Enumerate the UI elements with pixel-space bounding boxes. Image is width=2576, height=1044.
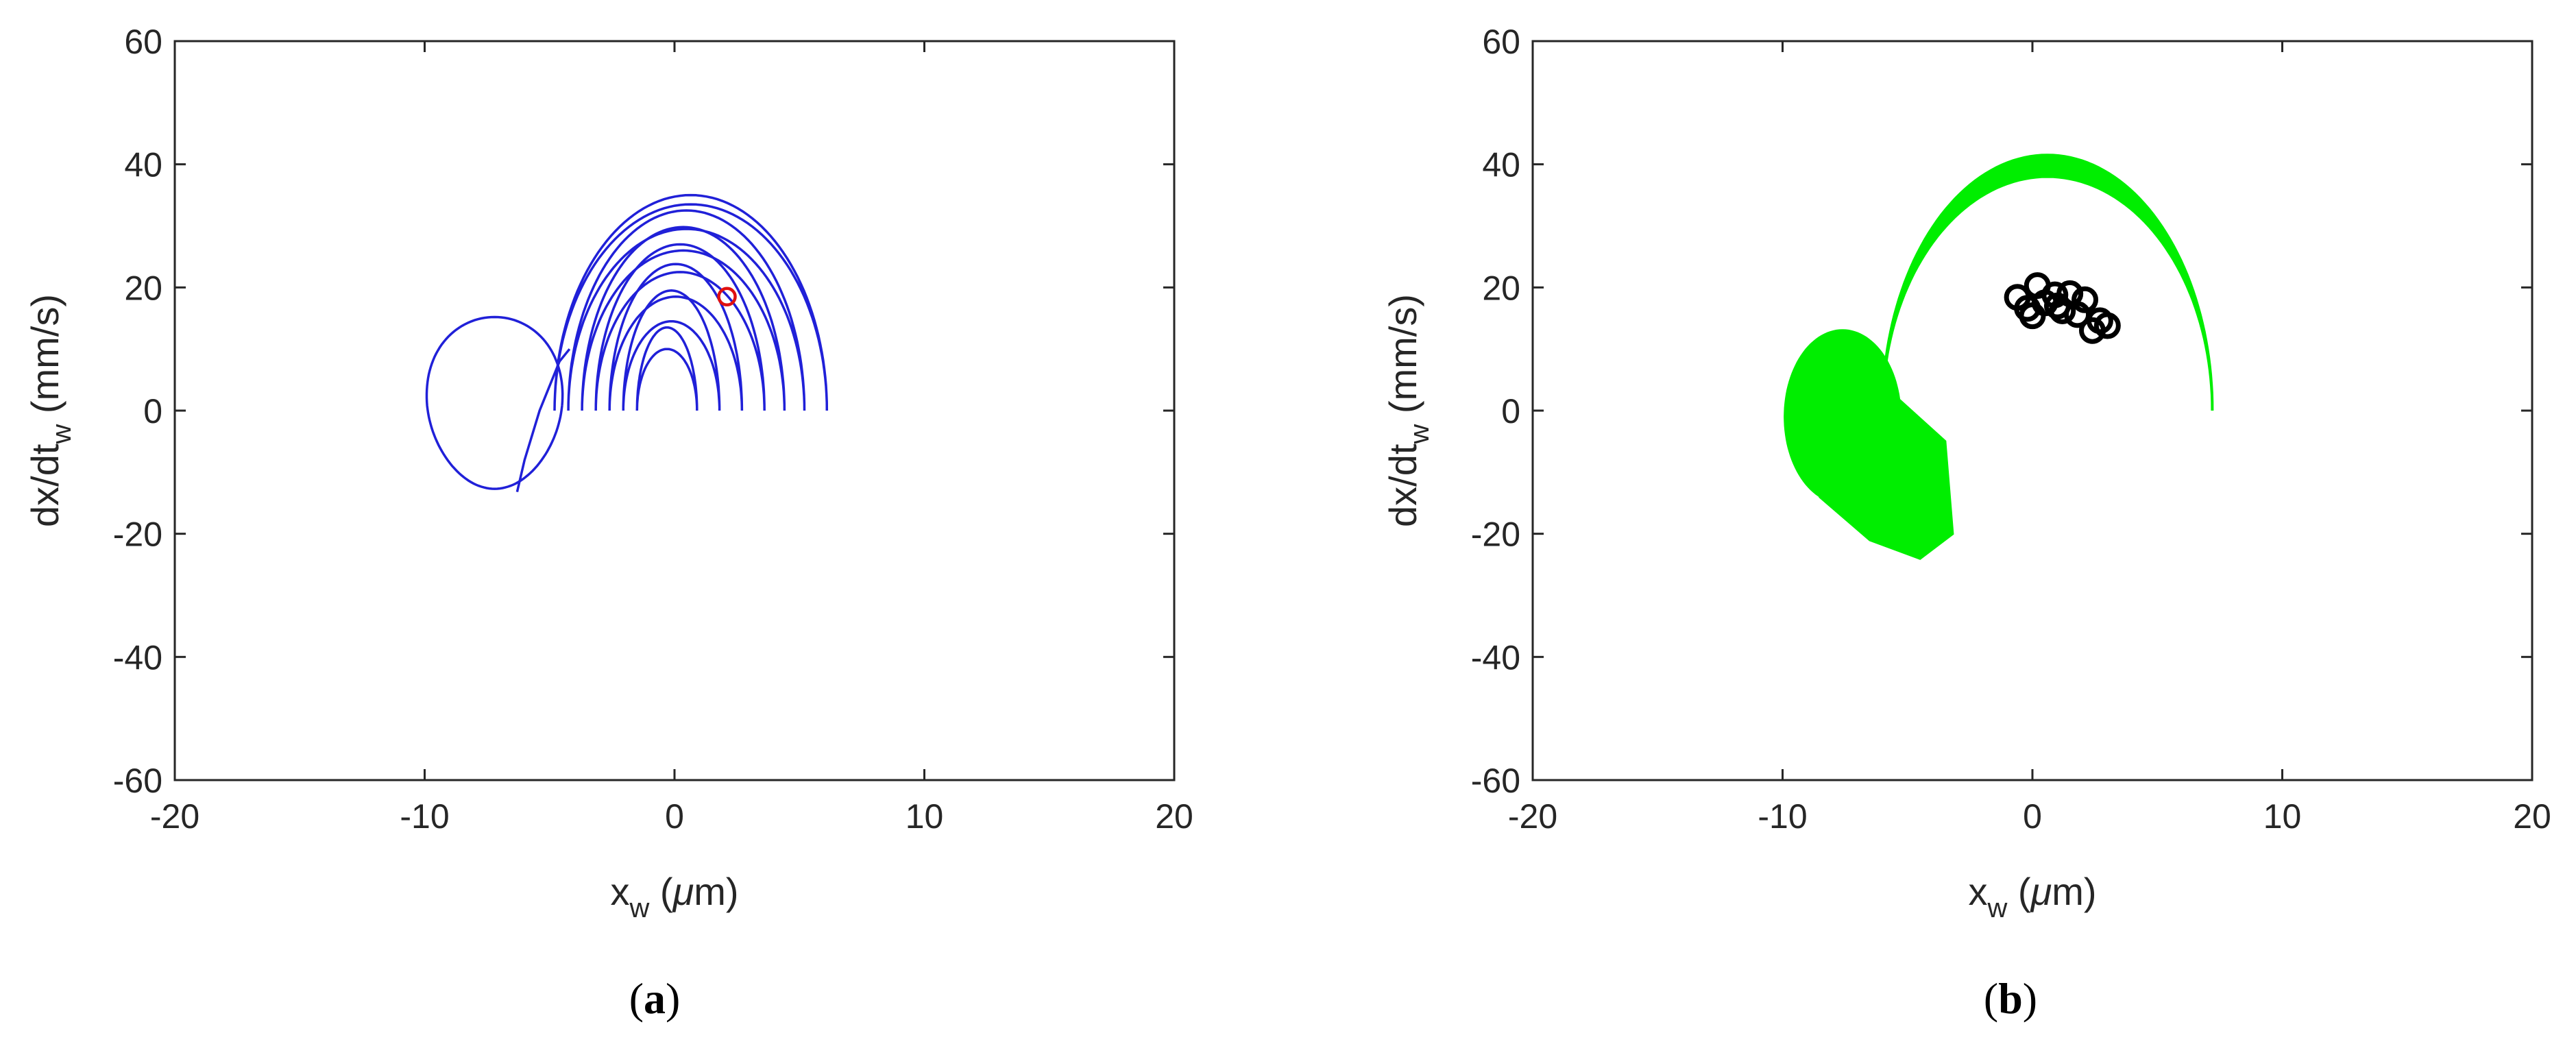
panel-a-ytick-label: -60 bbox=[113, 762, 162, 800]
panel-a-ylabel: dx/dtw (mm/s) bbox=[23, 294, 77, 527]
panel-b-ytick-label: 60 bbox=[1482, 23, 1520, 61]
panel-a-spiral-loop bbox=[553, 193, 829, 411]
panel-b-plot-area bbox=[1784, 154, 2214, 560]
panel-b-xlabel: xw (μm) bbox=[1968, 870, 2096, 923]
panel-b-xtick-label: -20 bbox=[1508, 797, 1557, 836]
panel-b-ytick-label: -20 bbox=[1471, 515, 1520, 554]
panel-a-xtick-label: -20 bbox=[150, 797, 199, 836]
panel-a-xlabel-base: x bbox=[610, 870, 629, 913]
panel-a-xtick-label: 0 bbox=[665, 797, 684, 836]
panel-b-chart: -20 -10 0 10 20 -60 -40 -20 0 20 40 60 xw (μm) dx/d… bbox=[1381, 23, 2551, 1023]
panel-b-ytick-label: -40 bbox=[1471, 638, 1520, 677]
panel-b-marker bbox=[2043, 292, 2071, 319]
panel-b-ticks: -20 -10 0 10 20 -60 -40 -20 0 20 40 60 bbox=[1471, 23, 2551, 836]
panel-a-ytick-label: 0 bbox=[143, 392, 162, 430]
panel-b-caption-letter: b bbox=[1998, 974, 2023, 1023]
panel-a-spiral-loop bbox=[581, 226, 786, 411]
panel-a-plot-area bbox=[425, 193, 829, 492]
panel-b-xtick-label: 20 bbox=[2513, 797, 2551, 836]
panel-a-spiral-loop bbox=[608, 263, 744, 411]
panel-a-left-lobe bbox=[425, 315, 564, 490]
panel-b-xtick-label: 10 bbox=[2263, 797, 2302, 836]
panel-a-ticks: -20 -10 0 10 20 -60 -40 -20 0 20 40 60 bbox=[113, 23, 1193, 836]
panel-b-caption: (b) bbox=[1984, 974, 2037, 1023]
panel-a-ytick-label: -20 bbox=[113, 515, 162, 554]
panel-a-caption-letter: a bbox=[644, 974, 666, 1023]
panel-a-ytick-label: 60 bbox=[124, 23, 162, 61]
panel-b-gap bbox=[2042, 361, 2075, 463]
panel-a-spiral-loop bbox=[622, 289, 721, 411]
panel-b-marker bbox=[2093, 312, 2121, 339]
panel-a-ytick-label: 20 bbox=[124, 269, 162, 307]
panel-a-ytick-label: -40 bbox=[113, 638, 162, 677]
panel-a-spiral-loop bbox=[635, 326, 698, 411]
panel-a-ytick-label: 40 bbox=[124, 146, 162, 184]
panel-a-xtick-label: 10 bbox=[906, 797, 944, 836]
panel-b-ylabel: dx/dtw (mm/s) bbox=[1381, 294, 1435, 527]
panel-a-spiral-loop bbox=[567, 209, 806, 411]
panel-b-ytick-label: -60 bbox=[1471, 762, 1520, 800]
panel-a-xlabel: xw (μm) bbox=[610, 870, 738, 923]
panel-b-ytick-label: 0 bbox=[1501, 392, 1520, 430]
panel-b-attractor-bridge bbox=[1790, 372, 1954, 560]
panel-b-marker bbox=[2071, 286, 2099, 313]
panel-b-ytick-label: 40 bbox=[1482, 146, 1520, 184]
panel-a-xtick-label: -10 bbox=[400, 797, 449, 836]
panel-b-ytick-label: 20 bbox=[1482, 269, 1520, 307]
panel-a-connector bbox=[515, 348, 571, 492]
panel-a-xtick-label: 20 bbox=[1155, 797, 1193, 836]
panel-b-marker bbox=[2019, 302, 2046, 330]
panel-b-xtick-label: -10 bbox=[1758, 797, 1807, 836]
panel-b-gap bbox=[2010, 367, 2030, 460]
panel-a-chart: -20 -10 0 10 20 -60 -40 -20 0 20 40 60 xw (μm) dx/d… bbox=[23, 23, 1193, 1023]
panel-a-marker bbox=[717, 287, 737, 307]
panel-b-xtick-label: 0 bbox=[2023, 797, 2042, 836]
panel-a-caption: (a) bbox=[629, 974, 681, 1023]
